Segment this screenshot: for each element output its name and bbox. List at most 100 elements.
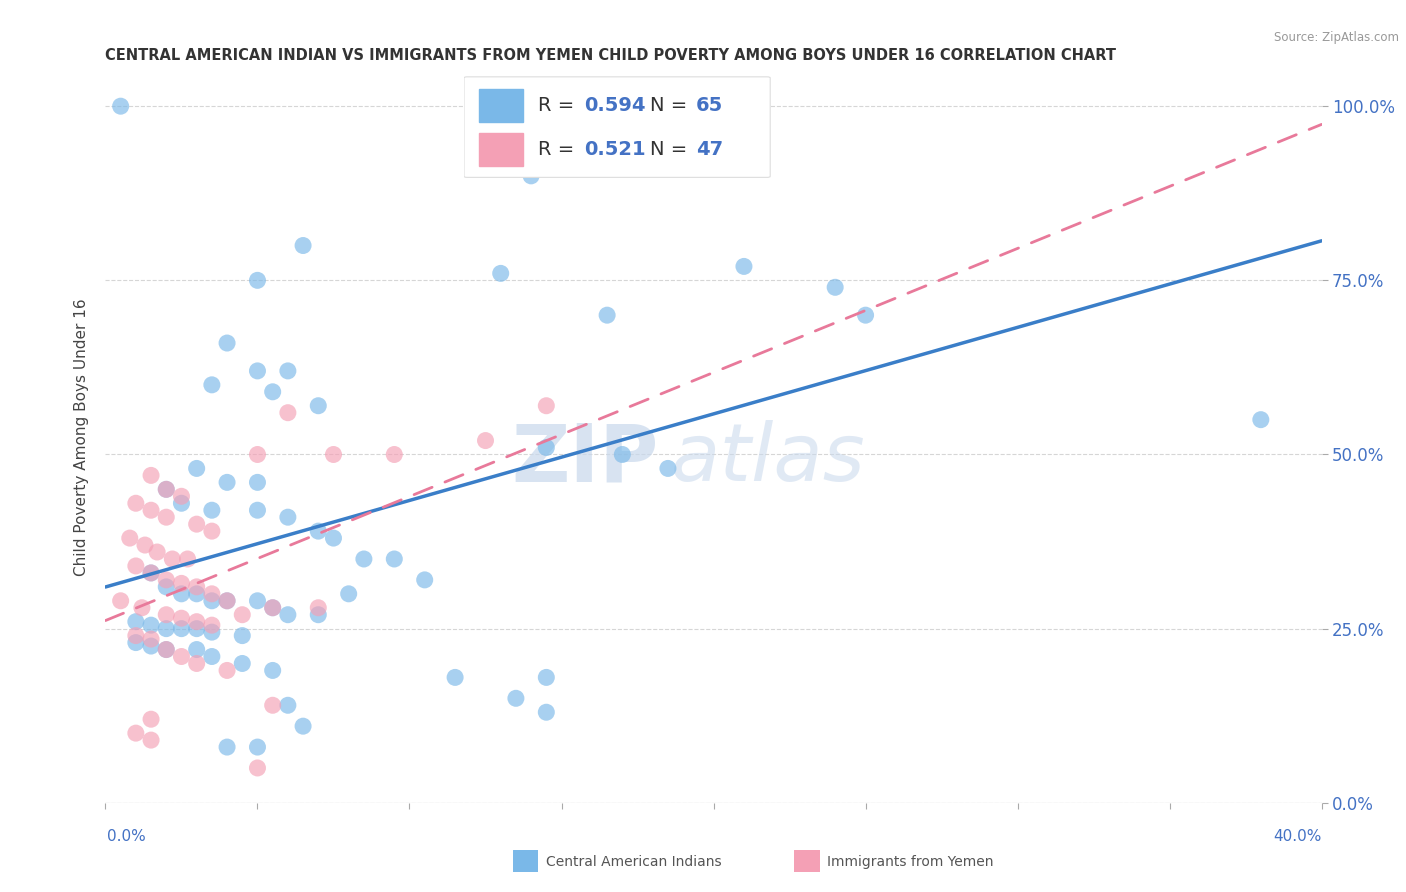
- Point: [262, 600, 284, 615]
- Point: [139, 712, 162, 726]
- Text: R =: R =: [538, 140, 581, 159]
- Point: [277, 364, 299, 378]
- Point: [139, 632, 162, 646]
- Point: [155, 642, 177, 657]
- Point: [125, 726, 148, 740]
- Point: [125, 496, 148, 510]
- Point: [733, 260, 755, 274]
- Point: [246, 594, 269, 608]
- Text: Source: ZipAtlas.com: Source: ZipAtlas.com: [1274, 31, 1399, 45]
- Text: atlas: atlas: [671, 420, 866, 498]
- Point: [231, 657, 253, 671]
- Point: [1250, 412, 1272, 426]
- Point: [596, 308, 619, 322]
- Point: [277, 510, 299, 524]
- Point: [217, 475, 239, 490]
- Point: [125, 558, 148, 573]
- Point: [155, 622, 177, 636]
- Point: [322, 448, 344, 462]
- Point: [110, 99, 132, 113]
- Point: [262, 384, 284, 399]
- Point: [155, 607, 177, 622]
- Text: 40.0%: 40.0%: [1274, 830, 1322, 844]
- Point: [125, 629, 148, 643]
- Point: [262, 698, 284, 713]
- Point: [170, 489, 193, 503]
- Text: Immigrants from Yemen: Immigrants from Yemen: [827, 855, 993, 869]
- Point: [520, 169, 543, 183]
- Point: [134, 538, 156, 552]
- Text: N =: N =: [650, 96, 693, 115]
- Point: [217, 740, 239, 755]
- Point: [139, 566, 162, 580]
- Point: [139, 618, 162, 632]
- Text: CENTRAL AMERICAN INDIAN VS IMMIGRANTS FROM YEMEN CHILD POVERTY AMONG BOYS UNDER : CENTRAL AMERICAN INDIAN VS IMMIGRANTS FR…: [105, 48, 1116, 63]
- Point: [186, 642, 208, 657]
- Text: N =: N =: [650, 140, 693, 159]
- Point: [201, 649, 224, 664]
- Point: [131, 600, 153, 615]
- Point: [246, 364, 269, 378]
- Point: [170, 611, 193, 625]
- Point: [155, 580, 177, 594]
- Point: [307, 600, 329, 615]
- Point: [277, 406, 299, 420]
- Point: [824, 280, 846, 294]
- Bar: [479, 133, 523, 166]
- Point: [337, 587, 360, 601]
- Point: [186, 622, 208, 636]
- Point: [231, 629, 253, 643]
- Point: [170, 587, 193, 601]
- Point: [186, 580, 208, 594]
- Point: [217, 664, 239, 678]
- Point: [855, 308, 877, 322]
- Point: [201, 524, 224, 538]
- Point: [612, 448, 634, 462]
- Point: [444, 670, 467, 684]
- Point: [474, 434, 496, 448]
- Point: [155, 483, 177, 497]
- Point: [505, 691, 527, 706]
- Point: [382, 552, 405, 566]
- Point: [307, 607, 329, 622]
- Point: [186, 587, 208, 601]
- Point: [246, 761, 269, 775]
- Point: [170, 576, 193, 591]
- Point: [139, 503, 162, 517]
- Text: Central American Indians: Central American Indians: [546, 855, 721, 869]
- Point: [277, 698, 299, 713]
- Text: 47: 47: [696, 140, 723, 159]
- Point: [277, 607, 299, 622]
- Point: [246, 273, 269, 287]
- Point: [307, 399, 329, 413]
- Point: [170, 622, 193, 636]
- Point: [139, 639, 162, 653]
- Y-axis label: Child Poverty Among Boys Under 16: Child Poverty Among Boys Under 16: [75, 298, 90, 576]
- Point: [688, 99, 710, 113]
- Point: [118, 531, 141, 545]
- Point: [186, 461, 208, 475]
- Point: [110, 594, 132, 608]
- Bar: [479, 89, 523, 122]
- Point: [201, 587, 224, 601]
- Point: [246, 448, 269, 462]
- Point: [536, 670, 558, 684]
- Point: [201, 503, 224, 517]
- Point: [186, 657, 208, 671]
- Point: [155, 483, 177, 497]
- FancyBboxPatch shape: [464, 77, 770, 178]
- Point: [139, 566, 162, 580]
- Point: [246, 503, 269, 517]
- Point: [246, 475, 269, 490]
- Text: 0.0%: 0.0%: [107, 830, 146, 844]
- Point: [307, 524, 329, 538]
- Point: [176, 552, 198, 566]
- Text: 0.594: 0.594: [585, 96, 647, 115]
- Point: [170, 496, 193, 510]
- Text: 0.521: 0.521: [585, 140, 647, 159]
- Point: [155, 573, 177, 587]
- Point: [489, 266, 512, 280]
- Point: [536, 399, 558, 413]
- Point: [139, 468, 162, 483]
- Point: [146, 545, 169, 559]
